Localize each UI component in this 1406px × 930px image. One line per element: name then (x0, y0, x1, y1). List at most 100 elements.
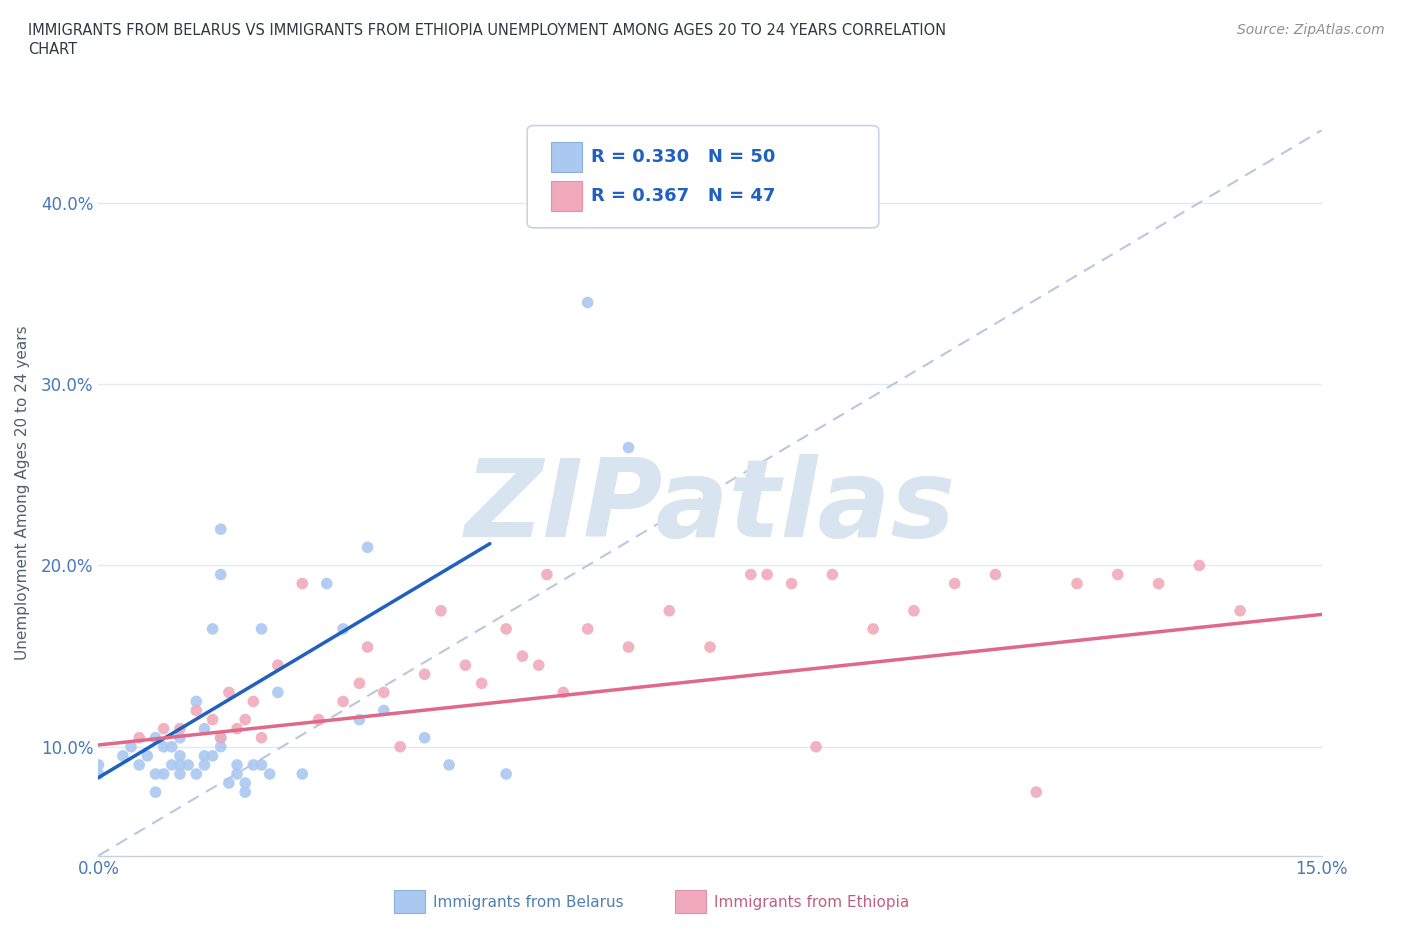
Point (209, 730, 232, 745)
Point (226, 757, 249, 772)
Point (186, 703, 208, 718)
Point (128, 757, 150, 772)
Point (373, 684, 395, 700)
Point (87, 766, 110, 781)
Point (209, 739, 232, 754)
Point (821, 567, 844, 582)
Point (136, 749, 159, 764)
Point (389, 739, 412, 754)
Point (617, 440, 640, 455)
Point (242, 694, 264, 709)
Point (152, 722, 174, 737)
Point (413, 730, 436, 745)
Point (250, 730, 273, 745)
Point (267, 684, 290, 700)
Point (1107, 567, 1129, 582)
Point (658, 604, 681, 618)
Point (218, 776, 240, 790)
Point (780, 576, 803, 591)
Point (87, 757, 110, 772)
Point (233, 776, 256, 790)
Point (209, 522, 232, 537)
Point (250, 757, 273, 772)
Point (193, 722, 215, 737)
Point (242, 757, 264, 772)
Point (186, 766, 208, 781)
Point (145, 730, 167, 745)
Text: Source: ZipAtlas.com: Source: ZipAtlas.com (1237, 23, 1385, 37)
Point (259, 766, 281, 781)
Point (527, 658, 550, 672)
Point (356, 539, 378, 554)
Point (160, 739, 183, 754)
Point (804, 739, 827, 754)
Point (373, 703, 395, 718)
Point (209, 567, 232, 582)
Point (512, 649, 534, 664)
Point (308, 712, 330, 727)
Point (233, 712, 256, 727)
Point (349, 712, 371, 727)
Point (576, 295, 599, 310)
Point (226, 766, 249, 781)
Point (903, 604, 925, 618)
Point (169, 722, 191, 737)
Point (169, 766, 191, 781)
Point (169, 730, 191, 745)
Point (536, 567, 558, 582)
Point (413, 667, 436, 682)
Point (218, 684, 240, 700)
Point (471, 676, 494, 691)
Point (576, 621, 599, 636)
Point (454, 658, 477, 672)
Text: IMMIGRANTS FROM BELARUS VS IMMIGRANTS FROM ETHIOPIA UNEMPLOYMENT AMONG AGES 20 T: IMMIGRANTS FROM BELARUS VS IMMIGRANTS FR… (28, 23, 946, 38)
Point (177, 757, 200, 772)
Point (233, 785, 256, 800)
Point (430, 604, 453, 618)
Point (145, 766, 167, 781)
Point (984, 567, 1007, 582)
Point (128, 730, 150, 745)
Point (226, 722, 249, 737)
Point (160, 757, 183, 772)
Point (186, 694, 208, 709)
Point (1188, 558, 1211, 573)
Point (495, 621, 517, 636)
Point (193, 749, 215, 764)
Text: Immigrants from Belarus: Immigrants from Belarus (433, 895, 624, 910)
Point (152, 739, 174, 754)
Point (332, 694, 354, 709)
Text: R = 0.330   N = 50: R = 0.330 N = 50 (591, 148, 775, 166)
Point (1147, 576, 1170, 591)
Point (120, 739, 142, 754)
Point (1025, 785, 1047, 800)
Point (201, 621, 224, 636)
Text: ZIPatlas: ZIPatlas (464, 455, 956, 561)
Point (291, 766, 314, 781)
Point (437, 757, 460, 772)
Point (152, 766, 174, 781)
Text: Immigrants from Ethiopia: Immigrants from Ethiopia (714, 895, 910, 910)
Point (699, 640, 721, 655)
Point (756, 567, 779, 582)
Y-axis label: Unemployment Among Ages 20 to 24 years: Unemployment Among Ages 20 to 24 years (15, 326, 30, 660)
Point (740, 567, 762, 582)
Point (943, 576, 966, 591)
Point (250, 621, 273, 636)
Point (1066, 576, 1088, 591)
Point (349, 676, 371, 691)
Point (495, 766, 517, 781)
Point (201, 749, 224, 764)
Point (617, 640, 640, 655)
Point (332, 621, 354, 636)
Text: R = 0.367   N = 47: R = 0.367 N = 47 (591, 187, 775, 206)
Point (315, 576, 337, 591)
Point (145, 785, 167, 800)
Point (862, 621, 884, 636)
Point (267, 658, 290, 672)
Point (291, 576, 314, 591)
Point (111, 749, 134, 764)
Point (193, 757, 215, 772)
Point (169, 757, 191, 772)
Text: CHART: CHART (28, 42, 77, 57)
